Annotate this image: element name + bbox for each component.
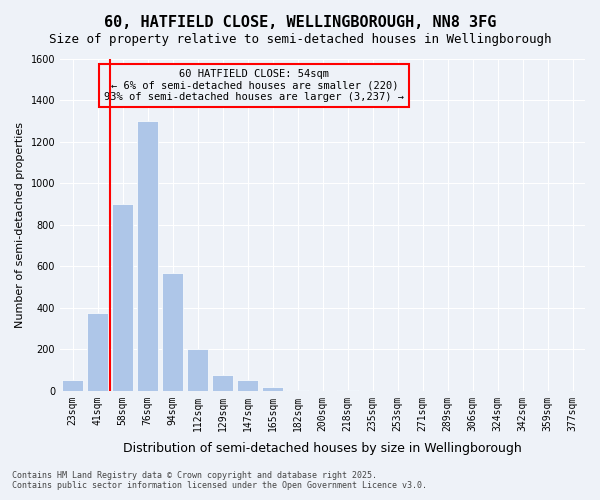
Bar [87, 313, 108, 391]
X-axis label: Distribution of semi-detached houses by size in Wellingborough: Distribution of semi-detached houses by … [123, 442, 522, 455]
Bar [212, 375, 233, 391]
Text: 60 HATFIELD CLOSE: 54sqm
← 6% of semi-detached houses are smaller (220)
93% of s: 60 HATFIELD CLOSE: 54sqm ← 6% of semi-de… [104, 69, 404, 102]
Bar [62, 380, 83, 391]
Bar [112, 204, 133, 391]
Text: Contains HM Land Registry data © Crown copyright and database right 2025.
Contai: Contains HM Land Registry data © Crown c… [12, 470, 427, 490]
Bar [237, 380, 258, 391]
Y-axis label: Number of semi-detached properties: Number of semi-detached properties [15, 122, 25, 328]
Text: 60, HATFIELD CLOSE, WELLINGBOROUGH, NN8 3FG: 60, HATFIELD CLOSE, WELLINGBOROUGH, NN8 … [104, 15, 496, 30]
Bar [162, 272, 183, 391]
Bar [187, 350, 208, 391]
Bar [262, 386, 283, 391]
Text: Size of property relative to semi-detached houses in Wellingborough: Size of property relative to semi-detach… [49, 32, 551, 46]
Bar [337, 390, 358, 391]
Bar [137, 121, 158, 391]
Bar [287, 390, 308, 391]
